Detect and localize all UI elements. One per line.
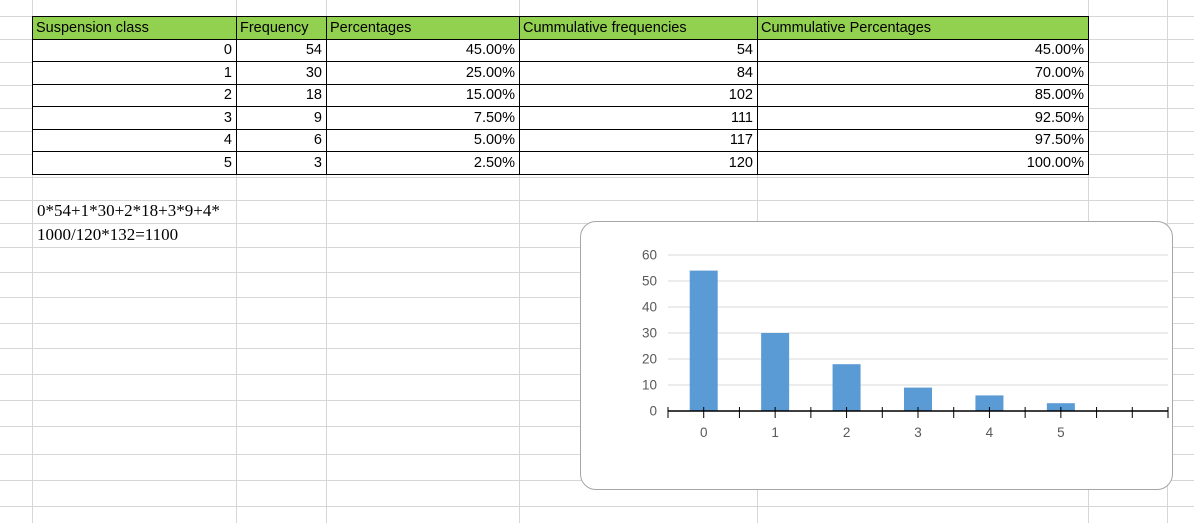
table-cell[interactable]: 2.50%	[326, 151, 520, 175]
table-row: 5 3 2.50% 120 100.00%	[32, 151, 1089, 175]
table-row: 0 54 45.00% 54 45.00%	[32, 38, 1089, 62]
table-cell[interactable]: 30	[236, 61, 327, 85]
y-axis-tick-label: 50	[642, 274, 657, 289]
gridline	[32, 0, 33, 523]
formula-text-line1[interactable]: 0*54+1*30+2*18+3*9+4*	[37, 201, 220, 220]
column-header[interactable]: Percentages	[326, 16, 520, 40]
formula-text-line2[interactable]: 1000/120*132=1100	[37, 225, 179, 244]
y-axis-tick-label: 60	[642, 248, 657, 263]
table-cell[interactable]: 15.00%	[326, 83, 520, 107]
gridline	[0, 200, 1194, 201]
table-cell[interactable]: 2	[32, 83, 237, 107]
y-axis-tick-label: 0	[649, 404, 657, 419]
frequency-table[interactable]: Suspension class Frequency Percentages Cumm…	[32, 16, 1089, 175]
x-axis-tick-label: 1	[771, 425, 779, 440]
table-cell[interactable]: 1	[32, 61, 237, 85]
table-cell[interactable]: 54	[519, 38, 758, 62]
table-header-row: Suspension class Frequency Percentages Cumm…	[32, 16, 1089, 40]
x-axis-tick-label: 2	[843, 425, 851, 440]
column-header[interactable]: Frequency	[236, 16, 327, 40]
x-axis-tick-label: 0	[700, 425, 708, 440]
bar-1[interactable]	[761, 333, 790, 411]
table-cell[interactable]: 5	[32, 151, 237, 175]
table-cell[interactable]: 117	[519, 128, 758, 152]
table-row: 3 9 7.50% 111 92.50%	[32, 106, 1089, 130]
table-cell[interactable]: 9	[236, 106, 327, 130]
bar-2[interactable]	[832, 364, 861, 411]
table-cell[interactable]: 120	[519, 151, 758, 175]
table-cell[interactable]: 70.00%	[757, 61, 1089, 85]
bar-chart-svg: 0 10 20 30 40 50 60 0 1 2 3 4 5	[642, 248, 1169, 440]
table-cell[interactable]: 100.00%	[757, 151, 1089, 175]
table-cell[interactable]: 3	[32, 106, 237, 130]
table-cell[interactable]: 85.00%	[757, 83, 1089, 107]
table-cell[interactable]: 45.00%	[326, 38, 520, 62]
y-axis-tick-label: 40	[642, 300, 657, 315]
column-header[interactable]: Cummulative frequencies	[519, 16, 758, 40]
column-header[interactable]: Cummulative Percentages	[757, 16, 1089, 40]
y-axis-tick-label: 20	[642, 352, 657, 367]
y-axis-tick-label: 10	[642, 378, 657, 393]
table-cell[interactable]: 3	[236, 151, 327, 175]
table-cell[interactable]: 4	[32, 128, 237, 152]
table-row: 4 6 5.00% 117 97.50%	[32, 128, 1089, 152]
table-cell[interactable]: 111	[519, 106, 758, 130]
table-cell[interactable]: 6	[236, 128, 327, 152]
frequency-bar-chart[interactable]: 0 10 20 30 40 50 60 0 1 2 3 4 5	[580, 221, 1173, 490]
table-cell[interactable]: 84	[519, 61, 758, 85]
table-cell[interactable]: 97.50%	[757, 128, 1089, 152]
table-cell[interactable]: 5.00%	[326, 128, 520, 152]
table-cell[interactable]: 0	[32, 38, 237, 62]
gridline	[519, 0, 520, 523]
gridline	[236, 0, 237, 523]
table-row: 1 30 25.00% 84 70.00%	[32, 61, 1089, 85]
table-cell[interactable]: 54	[236, 38, 327, 62]
table-cell[interactable]: 45.00%	[757, 38, 1089, 62]
x-axis-tick-label: 3	[914, 425, 922, 440]
table-cell[interactable]: 92.50%	[757, 106, 1089, 130]
column-header[interactable]: Suspension class	[32, 16, 237, 40]
gridline	[326, 0, 327, 523]
bar-3[interactable]	[904, 387, 932, 411]
table-row: 2 18 15.00% 102 85.00%	[32, 83, 1089, 107]
x-axis-tick-label: 5	[1057, 425, 1065, 440]
table-cell[interactable]: 18	[236, 83, 327, 107]
bar-4[interactable]	[975, 395, 1004, 411]
y-axis-tick-label: 30	[642, 326, 657, 341]
table-cell[interactable]: 102	[519, 83, 758, 107]
table-cell[interactable]: 7.50%	[326, 106, 520, 130]
gridline	[0, 506, 1194, 507]
x-axis-tick-label: 4	[986, 425, 994, 440]
bar-0[interactable]	[689, 270, 718, 411]
table-cell[interactable]: 25.00%	[326, 61, 520, 85]
gridline	[0, 177, 1194, 178]
